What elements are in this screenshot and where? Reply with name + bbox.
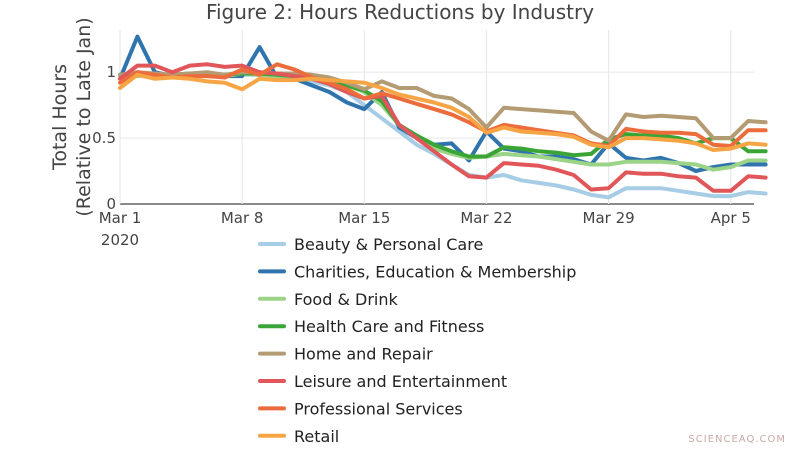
legend: Beauty & Personal Care Charities, Educati… bbox=[258, 235, 576, 446]
series-line-leisure-and-entertainment bbox=[118, 62, 768, 193]
legend-label-professional-services: Professional Services bbox=[294, 399, 463, 418]
legend-label-health-care-and-fitness: Health Care and Fitness bbox=[294, 317, 484, 336]
x-axis-ticks: Mar 1 2020 Mar 8 Mar 15 Mar 22 Mar 29 Apr 5 bbox=[99, 209, 751, 249]
y-axis-label: Total Hours bbox=[49, 64, 71, 171]
x-tick-label: Mar 15 bbox=[338, 209, 390, 227]
x-tick-label: Mar 8 bbox=[221, 209, 264, 227]
y-tick-label: 0.5 bbox=[92, 129, 116, 147]
x-tick-label: Apr 5 bbox=[711, 209, 751, 227]
x-tick-sublabel: 2020 bbox=[101, 231, 139, 249]
x-tick-label: Mar 29 bbox=[583, 209, 635, 227]
legend-label-retail: Retail bbox=[294, 427, 339, 446]
legend-label-leisure-and-entertainment: Leisure and Entertainment bbox=[294, 372, 507, 391]
x-tick-label: Mar 22 bbox=[460, 209, 512, 227]
legend-label-charities-education-membership: Charities, Education & Membership bbox=[294, 262, 576, 281]
legend-label-beauty-personal-care: Beauty & Personal Care bbox=[294, 235, 483, 254]
y-axis-label-sub: (Relative to Late Jan) bbox=[73, 17, 95, 216]
watermark-text: SCIENCEAQ.COM bbox=[688, 434, 786, 445]
legend-label-food-drink: Food & Drink bbox=[294, 290, 399, 309]
x-tick-label: Mar 1 bbox=[99, 209, 142, 227]
series-line-professional-services bbox=[118, 62, 768, 148]
y-axis-ticks: 00.51 bbox=[92, 63, 116, 213]
chart-title: Figure 2: Hours Reductions by Industry bbox=[206, 0, 594, 24]
y-tick-label: 1 bbox=[106, 63, 116, 81]
series-lines bbox=[118, 34, 768, 200]
series-line-retail bbox=[118, 72, 768, 152]
legend-label-home-and-repair: Home and Repair bbox=[294, 345, 433, 364]
y-tick-label: 0 bbox=[106, 195, 116, 213]
series-line-food-drink bbox=[118, 71, 768, 172]
